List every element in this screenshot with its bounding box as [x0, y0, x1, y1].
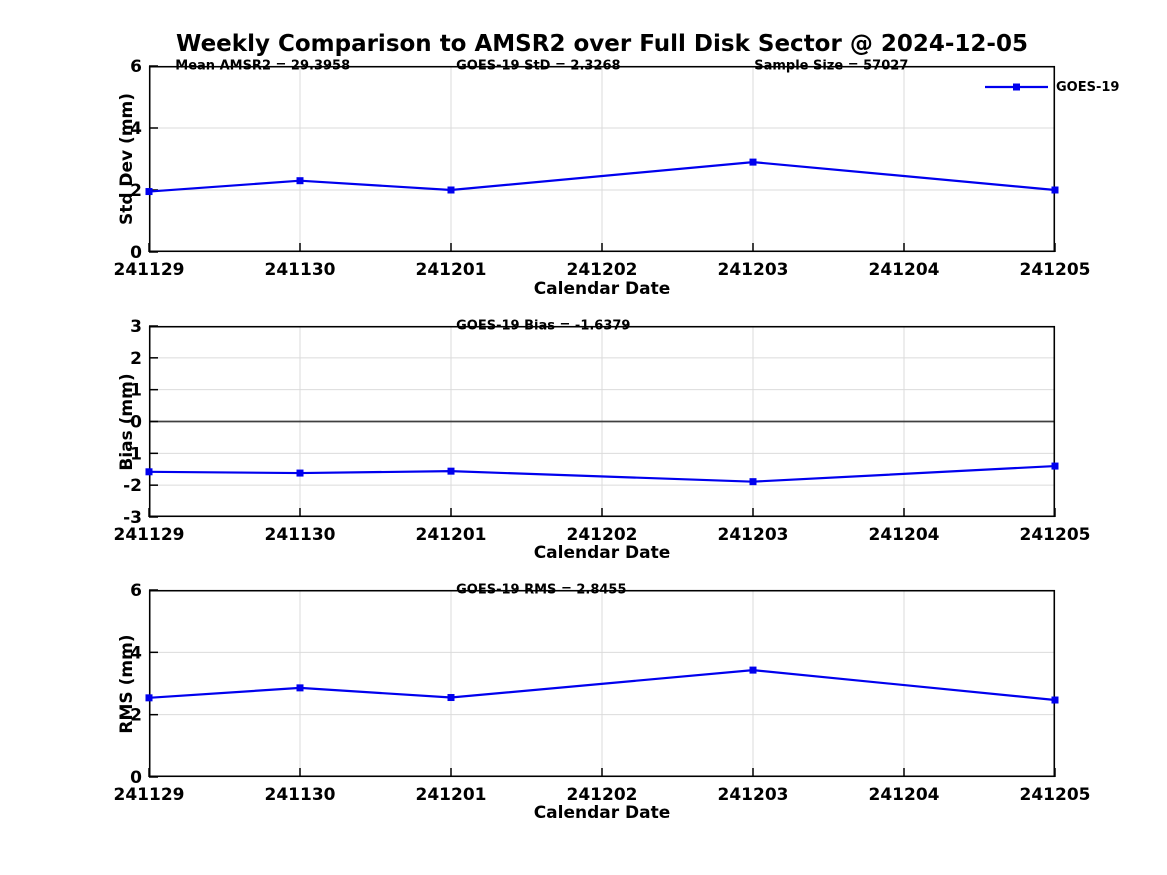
y-axis-label-std-dev: Std Dev (mm) [117, 92, 137, 226]
x-tick-label: 241201 [416, 260, 487, 280]
subplot-rms: RMS (mm) 241129 241130 241201 241202 241203 2… [0, 581, 1167, 830]
x-tick-label: 241130 [265, 785, 336, 805]
data-point-marker [447, 186, 455, 194]
x-axis-label-calendar-date: Calendar Date [533, 803, 671, 823]
y-tick-label: -2 [123, 476, 142, 496]
y-tick-label: 0 [130, 413, 142, 433]
subplot-std-dev: Std Dev (mm) 241129 241130 241201 241202 241… [0, 57, 1167, 306]
y-tick-label: 2 [130, 706, 142, 726]
data-point-marker [749, 478, 757, 486]
x-tick-label: 241204 [869, 260, 940, 280]
annotation: GOES-19 StD = 2.3268 [456, 58, 621, 74]
data-point-marker [296, 469, 304, 477]
x-tick-label: 241201 [416, 525, 487, 545]
annotation: GOES-19 RMS = 2.8455 [456, 582, 627, 598]
legend: GOES-19 [985, 79, 1120, 95]
y-tick-label: 6 [130, 57, 142, 77]
data-point-marker [145, 694, 153, 702]
plot-area-std-dev: 241129 241130 241201 241202 241203 241204 2412… [114, 57, 1091, 280]
plot-area-rms: 241129 241130 241201 241202 241203 241204 2412… [114, 581, 1091, 805]
figure-title: Weekly Comparison to AMSR2 over Full Dis… [176, 31, 1028, 57]
subplot-bias: Bias (mm) 241129 241130 241201 241202 241203… [0, 317, 1167, 571]
y-tick-label: 4 [130, 643, 142, 663]
y-tick-label: 0 [130, 243, 142, 263]
annotation: Mean AMSR2 = 29.3958 [175, 58, 351, 74]
x-tick-label: 241202 [567, 525, 638, 545]
y-tick-label: 6 [130, 581, 142, 601]
x-tick-label: 241205 [1020, 525, 1091, 545]
data-point-marker [296, 177, 304, 185]
y-tick-label: 4 [130, 119, 142, 139]
data-point-marker [447, 467, 455, 475]
data-point-marker [1051, 462, 1059, 470]
y-tick-label: 2 [130, 349, 142, 369]
y-tick-label: 3 [130, 317, 142, 337]
x-axis-label-calendar-date: Calendar Date [533, 279, 671, 299]
legend-marker-icon [1013, 83, 1020, 91]
x-tick-label: 241201 [416, 785, 487, 805]
data-point-marker [447, 694, 455, 702]
y-tick-label: 1 [130, 381, 142, 401]
plot-area-bias: 241129 241130 241201 241202 241203 241204 2412… [114, 317, 1091, 545]
data-point-marker [1051, 696, 1059, 704]
data-point-marker [296, 684, 304, 692]
x-tick-label: 241130 [265, 525, 336, 545]
legend-line-sample-icon [985, 83, 1048, 91]
data-point-marker [145, 468, 153, 476]
data-point-marker [749, 158, 757, 166]
x-tick-label: 241204 [869, 785, 940, 805]
x-tick-label: 241205 [1020, 785, 1091, 805]
annotation: GOES-19 Bias = -1.6379 [456, 318, 631, 334]
x-tick-label: 241202 [567, 785, 638, 805]
x-tick-label: 241205 [1020, 260, 1091, 280]
x-axis-label-calendar-date: Calendar Date [533, 543, 671, 563]
x-tick-label: 241129 [114, 260, 185, 280]
y-tick-label: -3 [123, 508, 142, 528]
x-tick-label: 241203 [718, 785, 789, 805]
annotation: Sample Size = 57027 [754, 58, 909, 74]
x-tick-label: 241203 [718, 260, 789, 280]
x-tick-label: 241129 [114, 785, 185, 805]
y-tick-label: 2 [130, 181, 142, 201]
legend-series-label: GOES-19 [1056, 79, 1120, 95]
x-tick-label: 241204 [869, 525, 940, 545]
y-tick-label: 0 [130, 768, 142, 788]
x-tick-label: 241202 [567, 260, 638, 280]
x-tick-label: 241130 [265, 260, 336, 280]
x-tick-label: 241129 [114, 525, 185, 545]
y-tick-label: -1 [123, 444, 142, 464]
data-point-marker [145, 188, 153, 196]
data-point-marker [749, 666, 757, 674]
x-tick-label: 241203 [718, 525, 789, 545]
data-point-marker [1051, 186, 1059, 194]
